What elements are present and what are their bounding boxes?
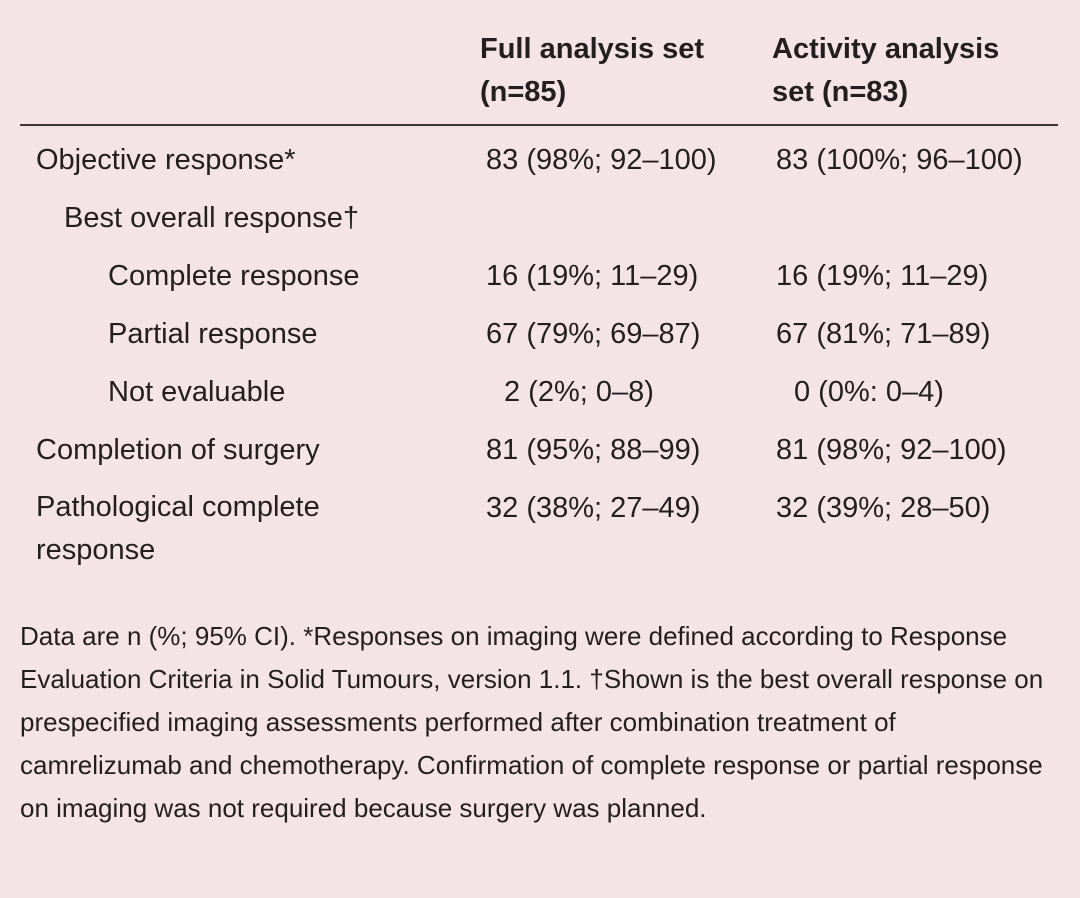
column-header-full-line2: (n=85)	[480, 76, 567, 108]
column-header-full-analysis-set: Full analysis set (n=85)	[480, 28, 750, 114]
activity-analysis-value: 0 (0%: 0–4)	[794, 376, 944, 408]
table-row: Pathological complete response 32 (38%; …	[0, 486, 1080, 566]
row-label: Objective response*	[36, 144, 296, 176]
row-label: Best overall response†	[64, 202, 359, 234]
row-label: Pathological complete response	[36, 491, 320, 566]
activity-analysis-value: 81 (98%; 92–100)	[776, 434, 1007, 466]
activity-analysis-value: 67 (81%; 71–89)	[776, 318, 991, 350]
header-rule	[20, 124, 1058, 126]
column-header-activity-analysis-set: Activity analysis set (n=83)	[772, 28, 1062, 114]
table-row: Completion of surgery 81 (95%; 88–99) 81…	[0, 428, 1080, 486]
full-analysis-value: 67 (79%; 69–87)	[486, 318, 701, 350]
activity-analysis-value: 83 (100%; 96–100)	[776, 144, 1023, 176]
activity-analysis-value: 32 (39%; 28–50)	[776, 492, 991, 524]
table-header: Full analysis set (n=85) Activity analys…	[0, 28, 1080, 114]
row-label: Partial response	[108, 318, 318, 350]
full-analysis-value: 81 (95%; 88–99)	[486, 434, 701, 466]
column-header-activity-line1: Activity analysis	[772, 33, 1000, 65]
table-row: Best overall response†	[0, 196, 1080, 254]
row-label: Complete response	[108, 260, 360, 292]
table-row: Objective response* 83 (98%; 92–100) 83 …	[0, 138, 1080, 196]
table-row: Partial response 67 (79%; 69–87) 67 (81%…	[0, 312, 1080, 370]
column-header-activity-line2: set (n=83)	[772, 76, 909, 108]
full-analysis-value: 2 (2%; 0–8)	[504, 376, 654, 408]
full-analysis-value: 83 (98%; 92–100)	[486, 144, 717, 176]
full-analysis-value: 16 (19%; 11–29)	[486, 260, 699, 292]
full-analysis-value: 32 (38%; 27–49)	[486, 492, 701, 524]
activity-analysis-value: 16 (19%; 11–29)	[776, 260, 989, 292]
results-table: Objective response* 83 (98%; 92–100) 83 …	[0, 138, 1080, 566]
table-row: Not evaluable 2 (2%; 0–8) 0 (0%: 0–4)	[0, 370, 1080, 428]
column-header-full-line1: Full analysis set	[480, 33, 705, 65]
row-label: Completion of surgery	[36, 434, 320, 466]
table-row: Complete response 16 (19%; 11–29) 16 (19…	[0, 254, 1080, 312]
table-footnote: Data are n (%; 95% CI). *Responses on im…	[20, 621, 1044, 823]
row-label: Not evaluable	[108, 376, 286, 408]
